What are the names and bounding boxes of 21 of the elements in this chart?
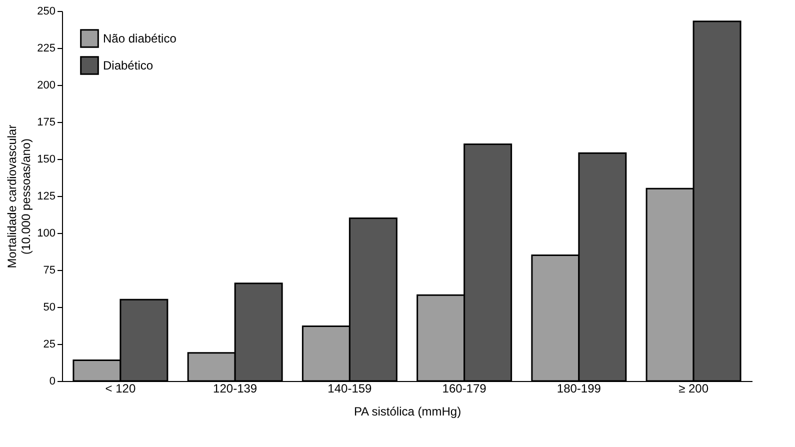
y-tick-label: 50: [43, 302, 56, 314]
y-tick-label: 175: [37, 116, 56, 128]
y-tick-label: 25: [43, 338, 56, 350]
x-tick-label: 180-199: [556, 382, 602, 396]
y-tick-label: 125: [37, 190, 56, 202]
x-tick-label: 120-139: [213, 382, 258, 396]
legend-label: Não diabético: [103, 32, 177, 46]
y-axis-title: Mortalidade cardiovascular (10.000 pessoas/ano): [5, 124, 34, 268]
y-tick-label: 150: [37, 154, 56, 166]
y-tick-label: 250: [37, 6, 56, 18]
x-tick-label: 160-179: [442, 382, 487, 396]
y-tick-label: 200: [37, 80, 56, 92]
legend-label: Diabético: [103, 58, 154, 72]
x-tick-label: 140-159: [328, 382, 372, 396]
x-axis-title: PA sistólica (mmHg): [354, 404, 462, 418]
y-tick-label: 75: [43, 264, 56, 276]
x-tick-label: < 120: [105, 382, 136, 396]
x-tick-label: ≥ 200: [678, 382, 709, 396]
y-tick-label: 0: [49, 376, 56, 388]
y-tick-label: 100: [37, 228, 56, 240]
y-tick-label: 225: [37, 42, 56, 54]
